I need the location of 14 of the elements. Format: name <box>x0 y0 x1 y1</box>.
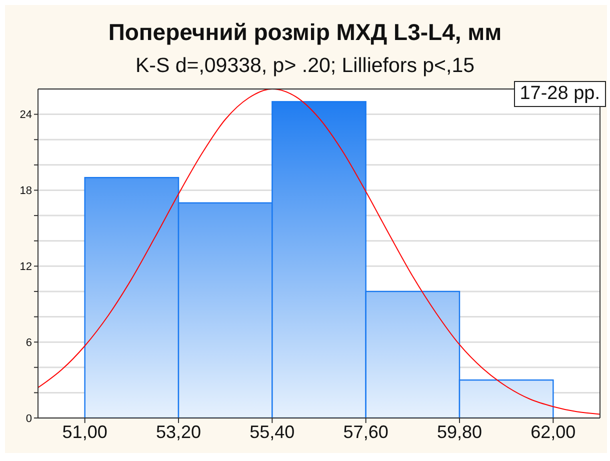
x-tick-label: 62,00 <box>530 422 576 442</box>
x-tick-label: 59,80 <box>436 422 482 442</box>
x-tick-label: 57,60 <box>343 422 388 442</box>
y-tick-label: 0 <box>26 412 32 425</box>
y-tick-label: 18 <box>20 185 32 198</box>
x-tick-label: 55,40 <box>250 422 295 442</box>
x-tick-label: 51,00 <box>62 422 108 442</box>
y-tick-label: 24 <box>20 109 32 122</box>
annotation: 17-28 рр. <box>514 81 606 107</box>
y-tick-label: 12 <box>20 261 32 274</box>
chart-title: Поперечний розмір МХД L3-L4, мм <box>107 19 503 46</box>
chart-subtitle: K-S d=,09338, p> .20; Lilliefors p<,15 <box>134 54 476 78</box>
y-tick-label: 6 <box>26 336 32 349</box>
x-tick-label: 53,20 <box>156 422 202 442</box>
